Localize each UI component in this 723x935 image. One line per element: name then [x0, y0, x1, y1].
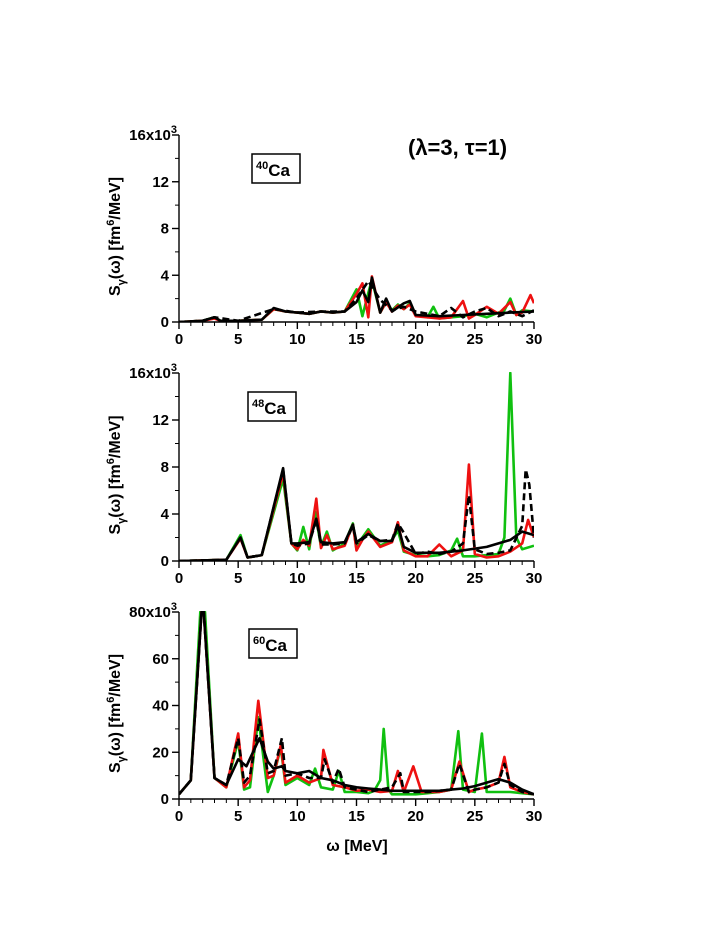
x-tick-label: 25: [466, 808, 483, 825]
series-line-black-dashed: [179, 279, 534, 322]
y-tick-label: 40: [152, 698, 169, 715]
series-line-green-solid: [179, 372, 534, 561]
x-tick-label: 30: [526, 808, 543, 825]
y-tick-label: 8: [161, 459, 169, 476]
x-tick-label: 10: [289, 808, 306, 825]
nucleus-label-box: [251, 153, 301, 184]
x-tick-label: 5: [234, 808, 242, 825]
y-tick-label: 12: [152, 174, 169, 191]
nucleus-label-text: 40Ca: [256, 160, 291, 180]
y-axis-title: Sγ(ω) [fm6/MeV]: [105, 177, 128, 296]
y-tick-label: 0: [161, 314, 169, 331]
series-line-black-solid: [179, 276, 534, 322]
y-tick-label: 80x103: [129, 601, 177, 621]
y-tick-label: 0: [161, 791, 169, 808]
x-tick-label: 10: [289, 331, 306, 348]
chart-panel-60ca: 0 5 10 15 20 25 30 0 20 40 60 80x103 Sγ(ω) [fm6/MeV]…: [105, 601, 542, 825]
x-tick-label: 0: [175, 570, 183, 587]
nucleus-label: 60Ca: [248, 628, 298, 659]
nucleus-label: 40Ca: [251, 153, 301, 184]
series-line-green-solid: [179, 611, 534, 796]
y-tick-exponent: 3: [171, 601, 177, 613]
x-tick-label: 5: [234, 570, 242, 587]
nucleus-label-text: 60Ca: [253, 635, 288, 655]
x-tick-label: 0: [175, 331, 183, 348]
chart-panel-48ca: 0 5 10 15 20 25 30 0 4 8 12 16x103 Sγ(ω) [fm6/MeV] 48…: [105, 362, 542, 587]
y-axis-title: Sγ(ω) [fm6/MeV]: [105, 654, 128, 773]
series-line-black-dashed: [179, 611, 534, 796]
nucleus-label-box: [248, 628, 298, 659]
nucleus-label: 48Ca: [247, 391, 297, 422]
x-tick-label: 20: [407, 570, 424, 587]
y-tick-label: 4: [161, 506, 170, 523]
x-tick-label: 15: [348, 570, 365, 587]
x-tick-label: 10: [289, 570, 306, 587]
x-tick-label: 20: [407, 331, 424, 348]
y-tick-label: 16x103: [129, 362, 177, 382]
nucleus-label-text: 48Ca: [252, 398, 287, 418]
x-tick-label: 25: [466, 331, 483, 348]
y-tick-label: 20: [152, 744, 169, 761]
x-tick-label: 0: [175, 808, 183, 825]
y-tick-exponent: 3: [171, 362, 177, 374]
y-tick-label: 12: [152, 412, 169, 429]
y-tick-label: 16x103: [129, 124, 177, 144]
x-tick-label: 5: [234, 331, 242, 348]
x-axis-title: ω [MeV]: [326, 838, 388, 855]
y-tick-exponent: 3: [171, 124, 177, 136]
x-tick-label: 15: [348, 331, 365, 348]
nucleus-label-box: [247, 391, 297, 422]
y-axis-title: Sγ(ω) [fm6/MeV]: [105, 415, 128, 534]
series-line-black-solid: [179, 611, 534, 796]
x-tick-label: 30: [526, 331, 543, 348]
series-line-black-solid: [179, 466, 534, 561]
x-tick-label: 30: [526, 570, 543, 587]
y-tick-label: 0: [161, 553, 169, 570]
y-tick-label: 8: [161, 221, 169, 238]
x-tick-label: 15: [348, 808, 365, 825]
x-tick-label: 25: [466, 570, 483, 587]
y-tick-label: 4: [161, 267, 170, 284]
y-tick-label: 60: [152, 651, 169, 668]
chart-panel-40ca: 0 5 10 15 20 25 30 0 4 8 12 16x103 Sγ(ω) [fm6/MeV] 40…: [105, 124, 542, 348]
figure-title: (λ=3, τ=1): [408, 135, 507, 160]
x-tick-label: 20: [407, 808, 424, 825]
